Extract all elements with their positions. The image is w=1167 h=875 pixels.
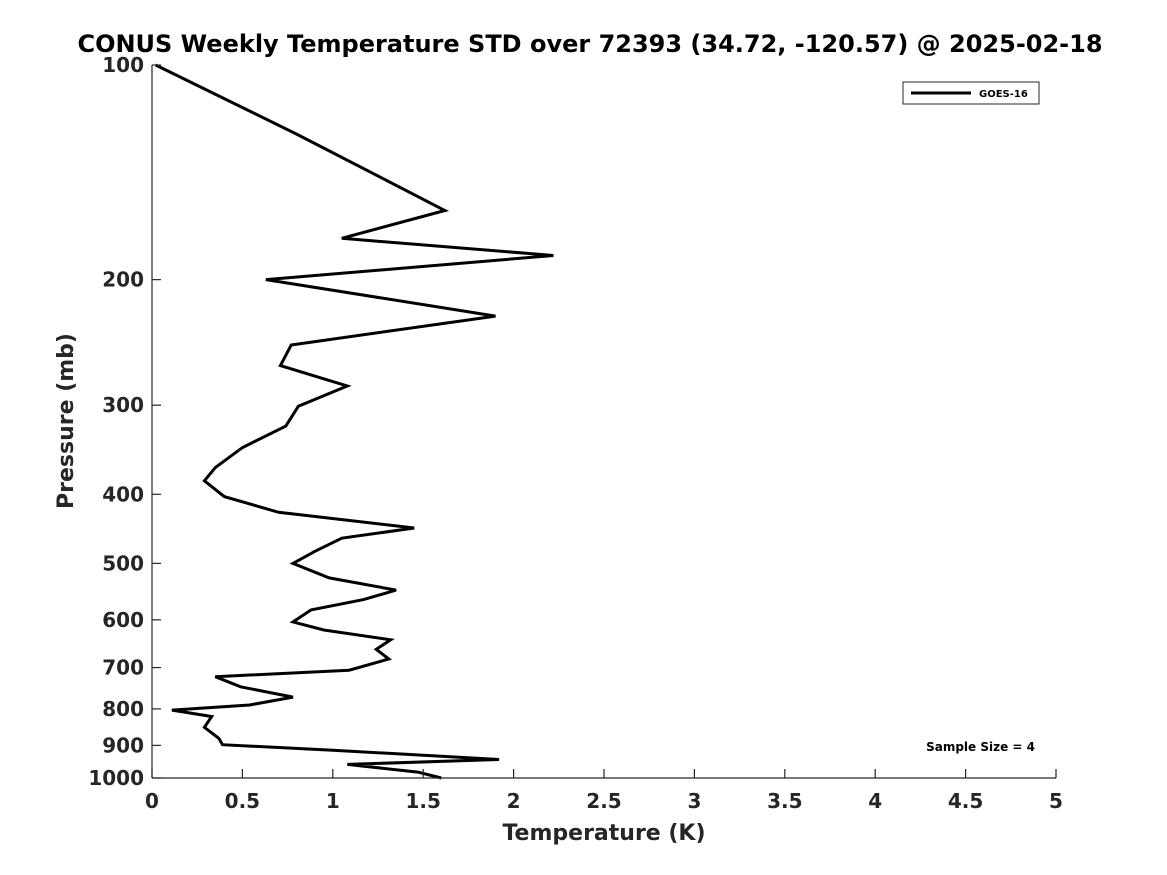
x-tick-label: 0 (145, 789, 159, 813)
plot-area (151, 63, 1056, 780)
y-tick-label: 100 (102, 53, 144, 77)
chart-title: CONUS Weekly Temperature STD over 72393 … (77, 30, 1102, 58)
series-line-goes-16 (154, 63, 554, 780)
y-axis-ticks: 100 200 300 400 500 600 700 800 900 1000 (88, 53, 161, 790)
x-axis-label: Temperature (K) (502, 821, 705, 846)
legend-entry-goes-16: GOES-16 (979, 89, 1028, 100)
x-tick-label: 3 (687, 789, 701, 813)
y-axis-label: Pressure (mb) (54, 333, 79, 509)
x-tick-label: 4 (868, 789, 882, 813)
y-tick-label: 1000 (88, 766, 144, 790)
x-tick-label: 1 (326, 789, 340, 813)
y-tick-label: 900 (102, 733, 144, 757)
x-tick-label: 5 (1049, 789, 1063, 813)
legend: GOES-16 (902, 81, 1040, 105)
x-axis-ticks: 0 0.5 1 1.5 2 2.5 3 3.5 4 4.5 5 (145, 769, 1063, 813)
x-tick-label: 0.5 (225, 789, 260, 813)
sample-size-annotation: Sample Size = 4 (926, 740, 1035, 754)
x-tick-label: 2 (507, 789, 521, 813)
plot-background (152, 65, 1056, 778)
y-tick-label: 400 (102, 482, 144, 506)
y-tick-label: 200 (102, 268, 144, 292)
x-tick-label: 3.5 (767, 789, 802, 813)
x-tick-label: 4.5 (948, 789, 983, 813)
x-tick-label: 1.5 (405, 789, 440, 813)
y-tick-label: 700 (102, 656, 144, 680)
y-tick-label: 800 (102, 697, 144, 721)
y-tick-label: 500 (102, 551, 144, 575)
y-tick-label: 600 (102, 608, 144, 632)
y-tick-label: 300 (102, 393, 144, 417)
x-tick-label: 2.5 (586, 789, 621, 813)
